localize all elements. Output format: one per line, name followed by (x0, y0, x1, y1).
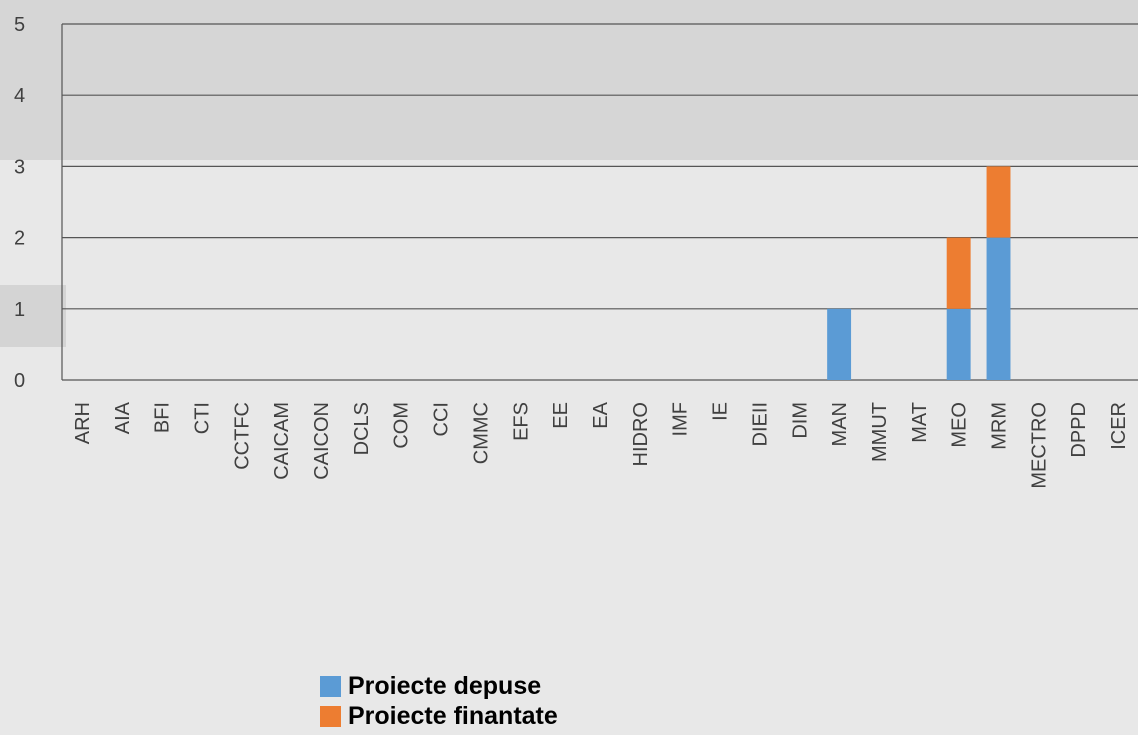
bar-mrm-series-1 (986, 166, 1011, 238)
x-axis-ticks: ARH AIA BFI CTI CCTFC CAICAM CAICON DCLS COM CCI C… (72, 401, 1130, 488)
legend-item-finantate: Proiecte finantate (320, 701, 558, 731)
plot-shade-corner (0, 285, 66, 347)
x-tick-label-caicon: CAICON (311, 402, 333, 480)
x-tick-label-imf: IMF (670, 402, 692, 436)
x-tick-label-mrm: MRM (989, 402, 1011, 450)
bars (827, 166, 1011, 380)
bar-mrm-series-0 (986, 237, 1011, 380)
x-tick-label-caicam: CAICAM (271, 402, 293, 480)
x-tick-label-efs: EFS (510, 402, 532, 441)
y-tick-label-5: 5 (14, 14, 25, 36)
x-tick-label-man: MAN (829, 402, 851, 446)
legend-label-finantate: Proiecte finantate (348, 702, 558, 730)
x-tick-label-meo: MEO (949, 402, 971, 448)
x-tick-label-aia: AIA (112, 401, 134, 434)
bar-man-series-0 (827, 308, 852, 380)
x-tick-label-mat: MAT (909, 402, 931, 443)
x-tick-label-dieii: DIEII (749, 402, 771, 446)
x-tick-label-com: COM (391, 402, 413, 449)
legend-swatch-finantate (320, 705, 341, 727)
y-axis-ticks: 0 1 2 3 4 5 (14, 14, 25, 392)
gridlines (61, 23, 1138, 381)
legend: Proiecte depuse Proiecte finantate (320, 671, 558, 731)
x-tick-label-ie: IE (710, 402, 732, 421)
x-tick-label-cci: CCI (431, 402, 453, 436)
x-tick-label-hidro: HIDRO (630, 402, 652, 466)
plot-shade-band (0, 0, 1138, 160)
bar-meo-series-0 (946, 308, 971, 380)
x-tick-label-bfi: BFI (152, 402, 174, 433)
x-tick-label-cctfc: CCTFC (231, 402, 253, 470)
y-tick-label-2: 2 (14, 228, 25, 250)
y-tick-label-3: 3 (14, 156, 25, 178)
x-tick-label-dcls: DCLS (351, 402, 373, 455)
x-tick-label-mectro: MECTRO (1028, 402, 1050, 489)
x-tick-label-dppd: DPPD (1068, 402, 1090, 458)
x-tick-label-dim: DIM (789, 402, 811, 439)
x-tick-label-cmmc: CMMC (470, 402, 492, 464)
y-tick-label-4: 4 (14, 85, 25, 107)
y-tick-label-1: 1 (14, 299, 25, 321)
y-tick-label-0: 0 (14, 370, 25, 392)
x-tick-label-ea: EA (590, 401, 612, 428)
legend-item-depuse: Proiecte depuse (320, 671, 558, 701)
legend-swatch-depuse (320, 675, 341, 697)
x-tick-label-icer: ICER (1108, 402, 1130, 450)
x-tick-label-mmut: MMUT (869, 402, 891, 462)
x-tick-label-ee: EE (550, 402, 572, 429)
bar-meo-series-1 (946, 237, 971, 309)
x-tick-label-arh: ARH (72, 402, 94, 444)
legend-label-depuse: Proiecte depuse (348, 672, 542, 700)
x-tick-label-cti: CTI (191, 402, 213, 434)
